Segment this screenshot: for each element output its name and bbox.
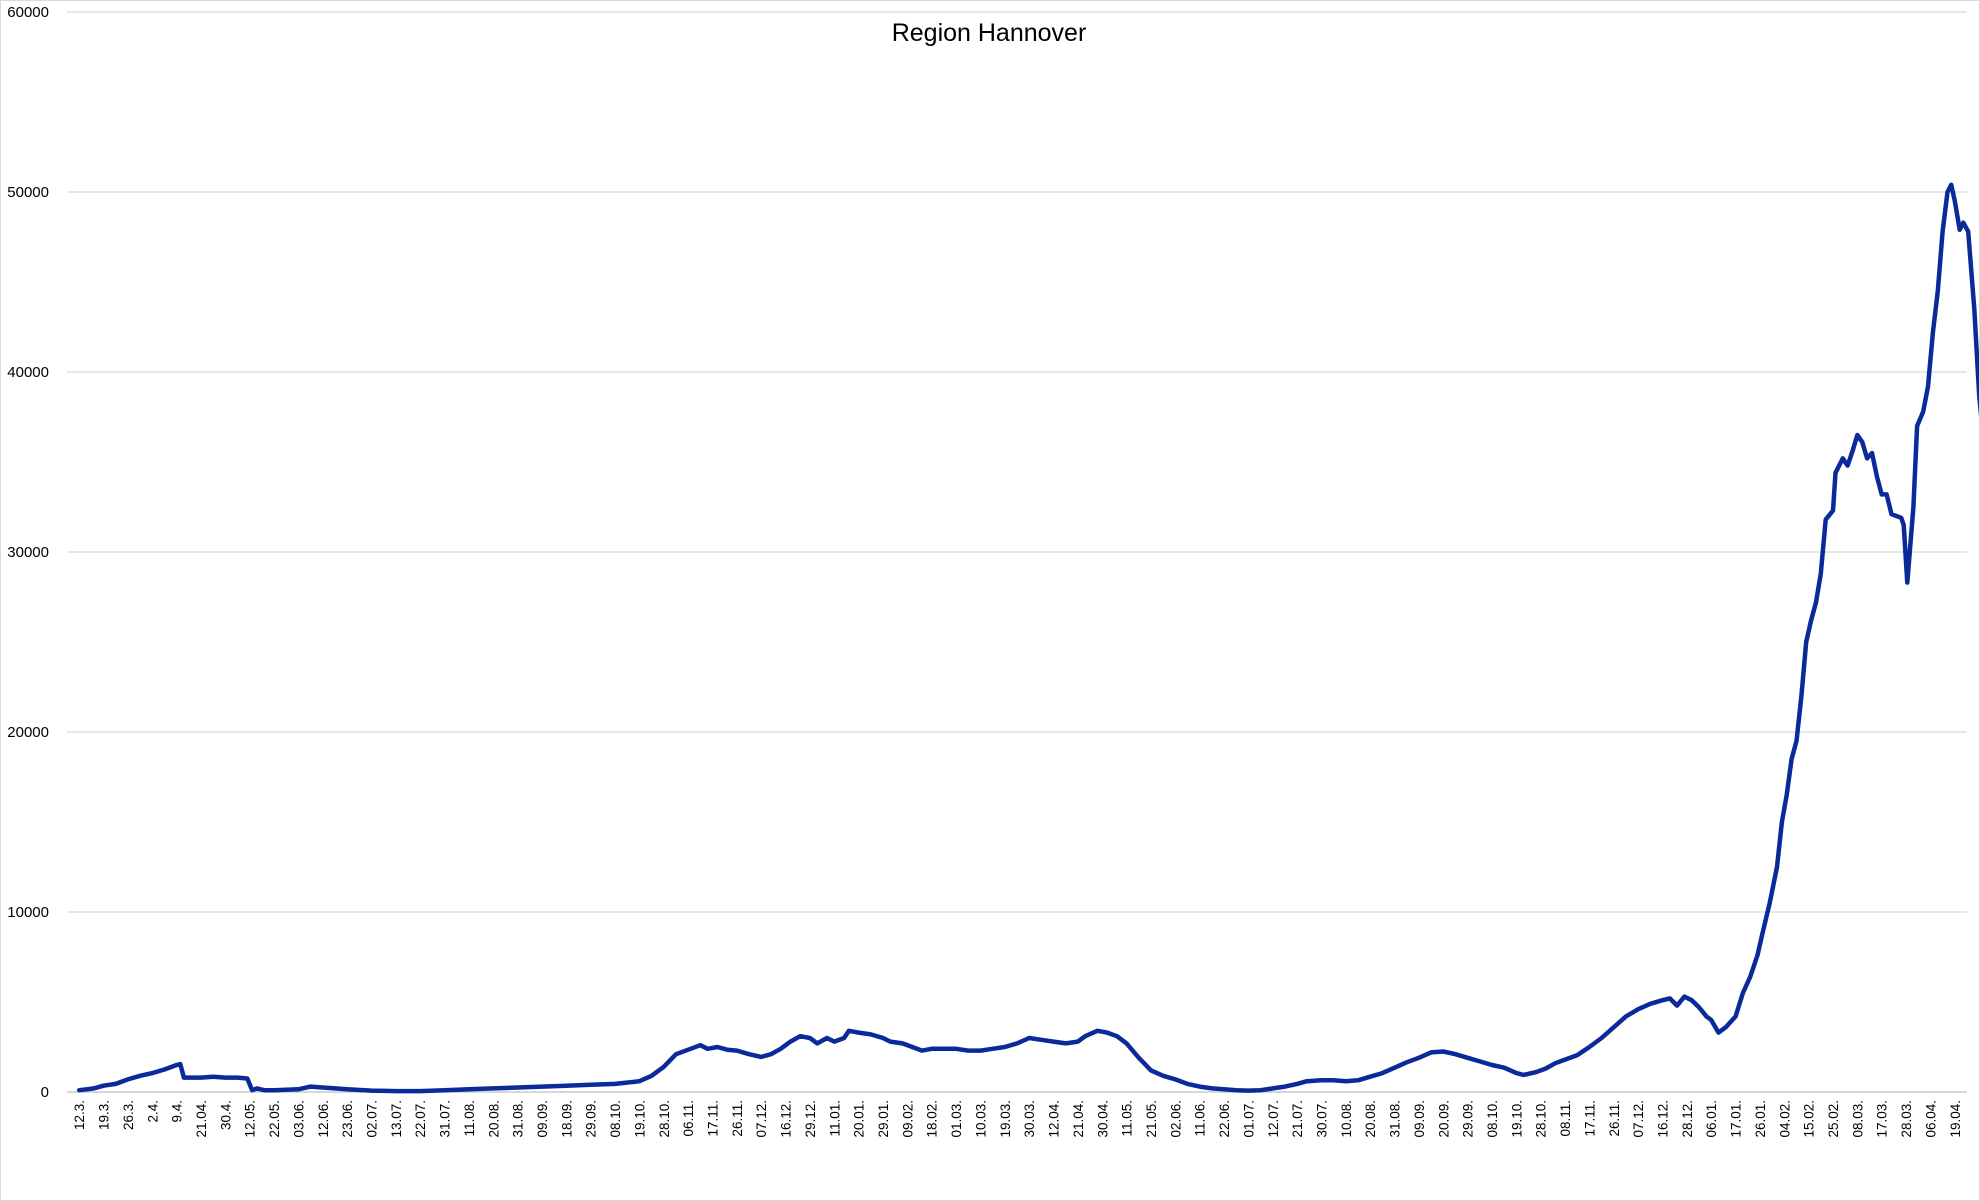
x-tick-label: 21.04. — [1071, 1100, 1086, 1138]
x-tick-label: 20.08. — [1363, 1100, 1378, 1138]
x-tick-label: 19.03. — [998, 1100, 1013, 1138]
x-tick-label: 18.02. — [925, 1100, 940, 1138]
chart-title: Region Hannover — [892, 19, 1087, 47]
x-tick-label: 20.09. — [1436, 1100, 1451, 1138]
x-tick-label: 07.12. — [754, 1100, 769, 1138]
y-tick-label: 30000 — [7, 544, 49, 561]
x-tick-label: 02.06. — [1168, 1100, 1183, 1138]
x-tick-label: 08.11. — [1558, 1100, 1573, 1137]
x-tick-label: 15.02. — [1802, 1100, 1817, 1138]
y-tick-label: 40000 — [7, 364, 49, 381]
x-tick-label: 26.11. — [730, 1100, 745, 1137]
x-tick-label: 08.03. — [1850, 1100, 1865, 1138]
x-tick-label: 01.03. — [949, 1100, 964, 1138]
x-tick-label: 06.01. — [1704, 1100, 1719, 1138]
x-tick-label: 17.11. — [706, 1100, 721, 1137]
y-tick-label: 10000 — [7, 904, 49, 921]
x-tick-label: 17.11. — [1582, 1100, 1597, 1137]
y-tick-label: 50000 — [7, 184, 49, 201]
x-tick-label: 17.03. — [1875, 1100, 1890, 1138]
x-tick-label: 30.04. — [1095, 1100, 1110, 1138]
x-tick-label: 21.04. — [194, 1100, 209, 1138]
x-tick-label: 26.11. — [1607, 1100, 1622, 1137]
x-tick-label: 28.10. — [1534, 1100, 1549, 1138]
x-tick-label: 16.12. — [779, 1100, 794, 1138]
x-tick-label: 03.06. — [291, 1100, 306, 1138]
x-tick-label: 19.3. — [97, 1100, 112, 1130]
x-tick-label: 01.07. — [1241, 1100, 1256, 1138]
x-tick-label: 29.09. — [1461, 1100, 1476, 1138]
x-tick-label: 08.10. — [1485, 1100, 1500, 1138]
y-tick-label: 20000 — [7, 724, 49, 741]
x-tick-label: 28.12. — [1680, 1100, 1695, 1138]
x-tick-label: 20.08. — [486, 1100, 501, 1138]
x-tick-label: 06.11. — [681, 1100, 696, 1137]
x-tick-label: 19.10. — [632, 1100, 647, 1138]
x-tick-label: 26.3. — [121, 1100, 136, 1130]
x-tick-label: 30.07. — [1314, 1100, 1329, 1138]
x-tick-label: 28.03. — [1899, 1100, 1914, 1138]
x-tick-label: 22.06. — [1217, 1100, 1232, 1138]
x-tick-label: 10.03. — [973, 1100, 988, 1138]
x-tick-label: 18.09. — [559, 1100, 574, 1138]
x-tick-label: 09.09. — [535, 1100, 550, 1138]
x-tick-label: 31.07. — [438, 1100, 453, 1138]
gridlines — [67, 11, 1967, 1093]
x-tick-label: 06.04. — [1923, 1100, 1938, 1138]
x-tick-label: 26.01. — [1753, 1100, 1768, 1138]
x-tick-label: 09.09. — [1412, 1100, 1427, 1138]
x-tick-label: 04.02. — [1777, 1100, 1792, 1138]
x-tick-label: 11.06. — [1193, 1100, 1208, 1137]
x-tick-label: 11.05. — [1120, 1100, 1135, 1137]
x-tick-label: 29.01. — [876, 1100, 891, 1138]
x-tick-label: 30.03. — [1022, 1100, 1037, 1138]
plot-area — [76, 182, 1979, 1094]
x-tick-label: 07.12. — [1631, 1100, 1646, 1138]
x-tick-label: 31.08. — [511, 1100, 526, 1138]
x-tick-label: 20.01. — [852, 1100, 867, 1138]
x-tick-label: 09.02. — [900, 1100, 915, 1138]
x-tick-label: 08.10. — [608, 1100, 623, 1138]
x-tick-label: 12.07. — [1266, 1100, 1281, 1138]
x-tick-label: 31.08. — [1388, 1100, 1403, 1138]
x-tick-label: 13.07. — [389, 1100, 404, 1138]
x-tick-label: 21.07. — [1290, 1100, 1305, 1138]
x-tick-label: 11.01. — [827, 1100, 842, 1137]
x-tick-label: 12.05. — [243, 1100, 258, 1138]
x-tick-label: 30.4. — [218, 1100, 233, 1130]
x-tick-label: 16.12. — [1656, 1100, 1671, 1138]
x-tick-label: 22.07. — [413, 1100, 428, 1138]
y-axis: 0 10000 20000 30000 40000 50000 60000 — [7, 4, 49, 1101]
series-line — [76, 182, 1979, 1094]
x-axis: 12.3. 19.3. 26.3. 2.4. 9.4. 21.04. 30.4. 12.05.… — [72, 1100, 1963, 1138]
x-tick-label: 21.05. — [1144, 1100, 1159, 1138]
x-tick-label: 29.09. — [584, 1100, 599, 1138]
x-tick-label: 17.01. — [1729, 1100, 1744, 1138]
x-tick-label: 12.04. — [1047, 1100, 1062, 1138]
x-tick-label: 19.04. — [1948, 1100, 1963, 1138]
x-tick-label: 2.4. — [145, 1100, 160, 1123]
x-tick-label: 19.10. — [1509, 1100, 1524, 1138]
x-tick-label: 22.05. — [267, 1100, 282, 1138]
x-tick-label: 28.10. — [657, 1100, 672, 1138]
x-tick-label: 9.4. — [170, 1100, 185, 1123]
x-tick-label: 11.08. — [462, 1100, 477, 1137]
x-tick-label: 12.06. — [316, 1100, 331, 1138]
y-tick-label: 60000 — [7, 4, 49, 21]
x-tick-label: 23.06. — [340, 1100, 355, 1138]
y-tick-label: 0 — [41, 1084, 49, 1101]
x-tick-label: 25.02. — [1826, 1100, 1841, 1138]
x-tick-label: 02.07. — [364, 1100, 379, 1138]
x-tick-label: 10.08. — [1339, 1100, 1354, 1138]
x-tick-label: 29.12. — [803, 1100, 818, 1138]
x-tick-label: 12.3. — [72, 1100, 87, 1130]
